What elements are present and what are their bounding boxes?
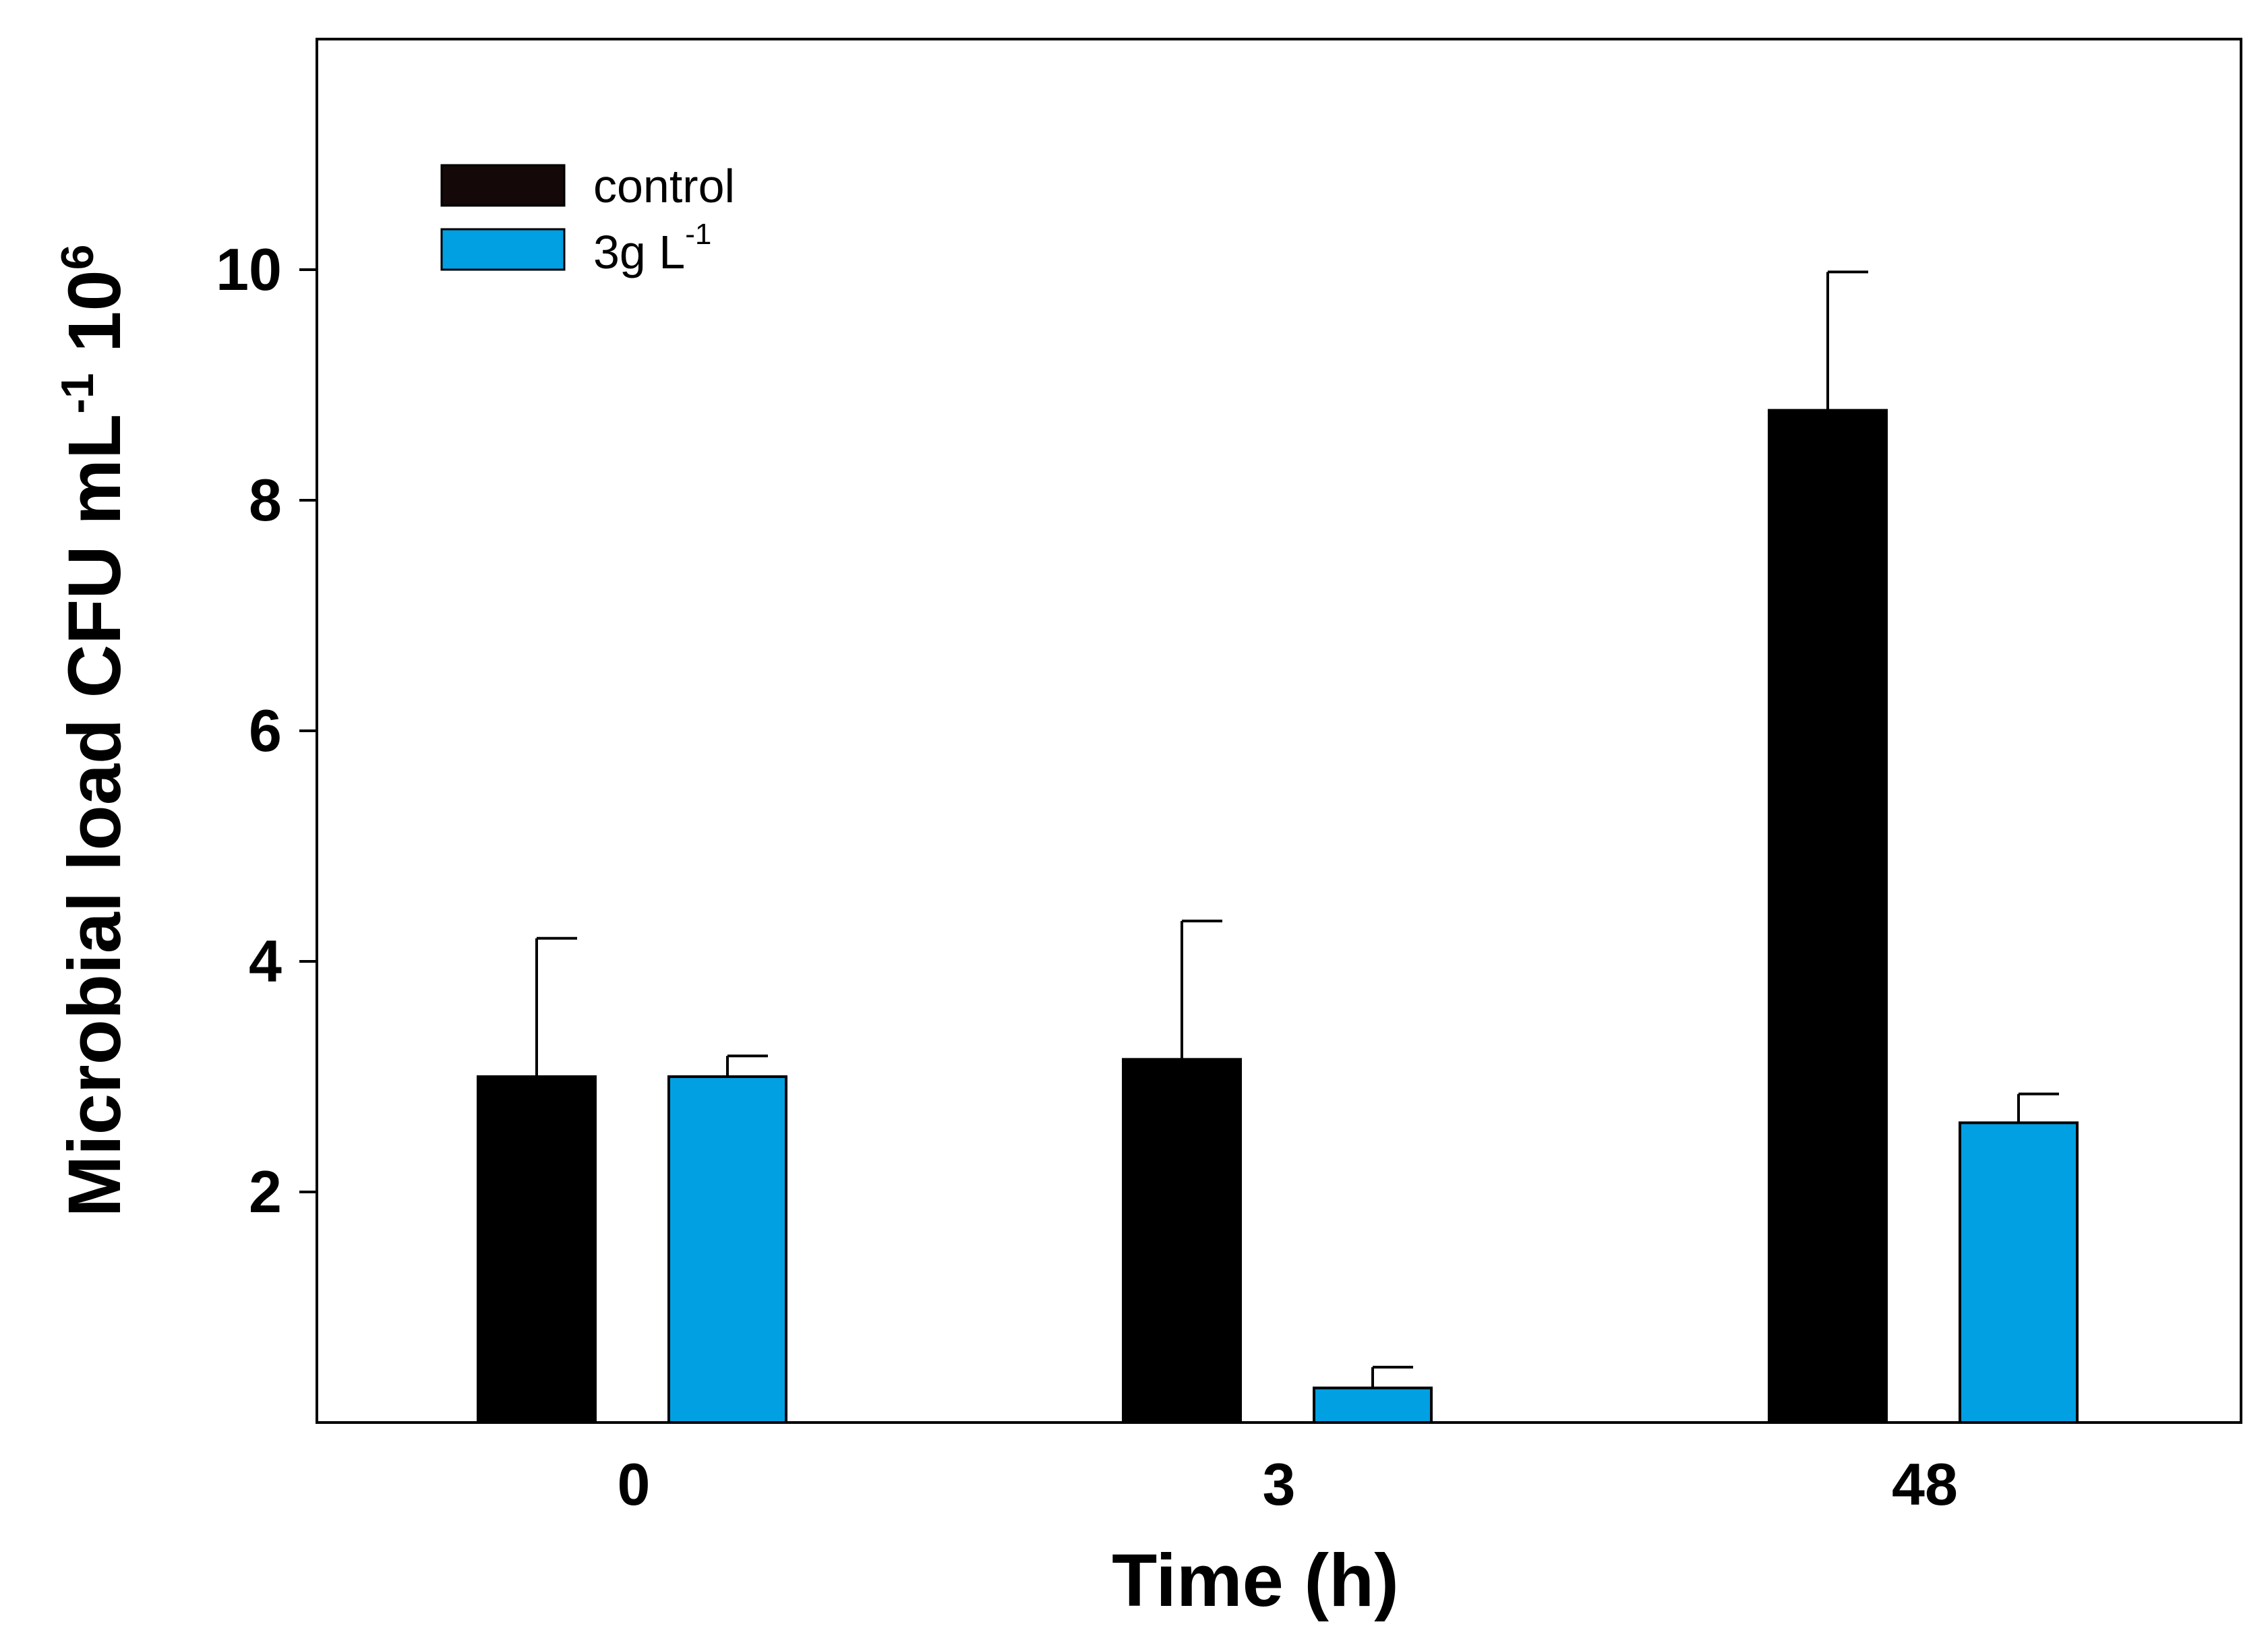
y-axis-title: Microbial load CFU mL-1 106 [52, 245, 136, 1218]
bar-3g-l-1-0 [667, 1075, 787, 1424]
bar-3g-l-1-48 [1959, 1121, 2079, 1425]
x-tick-label: 3 [1263, 1451, 1296, 1518]
y-axis-title-main: Microbial load CFU mL [53, 414, 136, 1218]
y-tick-label: 10 [216, 236, 282, 303]
bar-control-48 [1768, 409, 1888, 1424]
y-axis-ticks: 2 4 6 8 10 [216, 236, 317, 1225]
legend-label-3g-l: 3g L-1 [593, 218, 711, 278]
bar-control-3 [1122, 1058, 1242, 1424]
y-tick-label: 6 [249, 697, 282, 764]
bar-control-0 [477, 1075, 597, 1424]
x-axis-tick-labels: 0 3 48 [618, 1451, 1958, 1518]
legend-label-control: control [593, 160, 735, 212]
bars-layer [477, 409, 2079, 1425]
x-tick-label: 48 [1892, 1451, 1958, 1518]
x-tick-label: 0 [618, 1451, 651, 1518]
y-tick-label: 4 [249, 928, 282, 994]
legend: control 3g L-1 [440, 160, 735, 278]
y-tick-label: 2 [249, 1158, 282, 1225]
y-axis-title-base: 10 [53, 270, 136, 373]
legend-swatch-3g-l [440, 228, 566, 271]
y-axis-title-exp2: 6 [52, 245, 103, 270]
error-bars-layer [535, 270, 2059, 1388]
legend-swatch-control [440, 164, 566, 207]
x-axis-title: Time (h) [1112, 1539, 1399, 1622]
bar-3g-l-1-3 [1313, 1386, 1433, 1424]
y-axis-title-exp1: -1 [52, 373, 103, 413]
y-tick-label: 8 [249, 467, 282, 533]
